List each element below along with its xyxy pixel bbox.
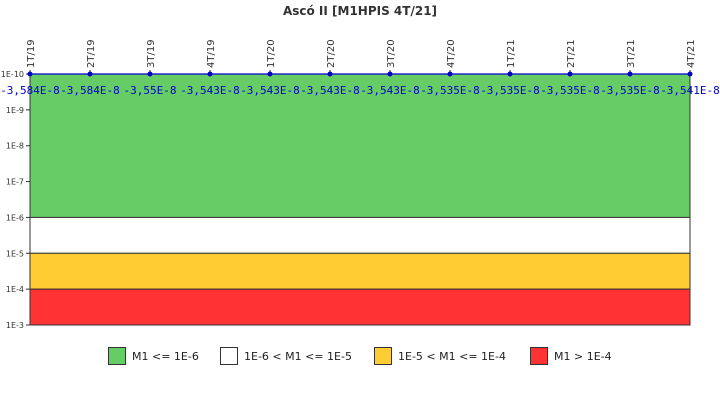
legend-label: 1E-6 < M1 <= 1E-5 [244,349,352,363]
y-tick-label: 1E-5 [6,249,24,258]
data-point [147,71,153,77]
data-label: -3,543E-8 [180,84,240,97]
x-tick-label: 2T/21 [566,39,577,68]
y-tick-label: 1E-3 [6,321,24,330]
data-label: -3,535E-8 [540,84,600,97]
legend-item: 1E-5 < M1 <= 1E-4 [374,345,506,367]
x-axis: 1T/19 2T/19 3T/19 4T/19 1T/20 2T/20 3T/20 4T/20… [26,39,697,74]
legend-label: M1 > 1E-4 [554,349,612,363]
data-label: -3,543E-8 [300,84,360,97]
x-tick-label: 3T/21 [626,39,637,68]
band-1 [29,216,691,254]
data-label: -3,541E-8 [660,84,720,97]
data-label: -3,55E-8 [124,84,177,97]
x-tick-label: 2T/19 [86,39,97,68]
x-tick-label: 1T/21 [506,39,517,68]
data-label: -3,584E-8 [0,84,60,97]
band-2 [29,252,691,290]
x-tick-label: 3T/20 [386,39,397,68]
series-line [27,71,693,77]
data-point [387,71,393,77]
data-label: -3,543E-8 [240,84,300,97]
data-point [507,71,513,77]
data-point [27,71,33,77]
data-point [267,71,273,77]
legend-label: 1E-5 < M1 <= 1E-4 [398,349,506,363]
data-label: -3,543E-8 [360,84,420,97]
data-point [207,71,213,77]
x-tick-label: 4T/19 [206,39,217,68]
legend: M1 <= 1E-6 1E-6 < M1 <= 1E-5 1E-5 < M1 <= … [0,345,720,367]
data-point [327,71,333,77]
data-label: -3,584E-8 [60,84,120,97]
legend-swatch [220,347,238,365]
data-point [447,71,453,77]
x-tick-label: 2T/20 [326,39,337,68]
y-tick-label: 1E-10 [1,70,24,79]
data-labels: -3,584E-8 -3,584E-8 -3,55E-8 -3,543E-8 -3,54… [0,84,720,97]
band-0 [29,73,691,218]
legend-label: M1 <= 1E-6 [132,349,199,363]
y-tick-label: 1E-8 [6,142,24,151]
x-tick-label: 1T/19 [26,39,37,68]
data-point [687,71,693,77]
y-tick-label: 1E-6 [6,213,24,222]
chart-title: Ascó II [M1HPIS 4T/21] [283,4,437,18]
band-3 [29,288,691,326]
x-tick-label: 1T/20 [266,39,277,68]
data-label: -3,535E-8 [420,84,480,97]
legend-item: M1 <= 1E-6 [108,345,199,367]
legend-swatch [374,347,392,365]
legend-swatch [530,347,548,365]
data-label: -3,535E-8 [600,84,660,97]
data-point [567,71,573,77]
y-tick-label: 1E-7 [6,178,24,187]
x-tick-label: 4T/20 [446,39,457,68]
legend-item: M1 > 1E-4 [530,345,612,367]
y-axis: 1E-10 1E-9 1E-8 1E-7 1E-6 1E-5 1E-4 1E-3 [1,70,31,330]
data-point [627,71,633,77]
legend-item: 1E-6 < M1 <= 1E-5 [220,345,352,367]
legend-swatch [108,347,126,365]
data-label: -3,535E-8 [480,84,540,97]
data-point [87,71,93,77]
x-tick-label: 4T/21 [686,39,697,68]
x-tick-label: 3T/19 [146,39,157,68]
y-tick-label: 1E-4 [6,285,24,294]
risk-bands [29,73,691,326]
y-tick-label: 1E-9 [6,106,24,115]
